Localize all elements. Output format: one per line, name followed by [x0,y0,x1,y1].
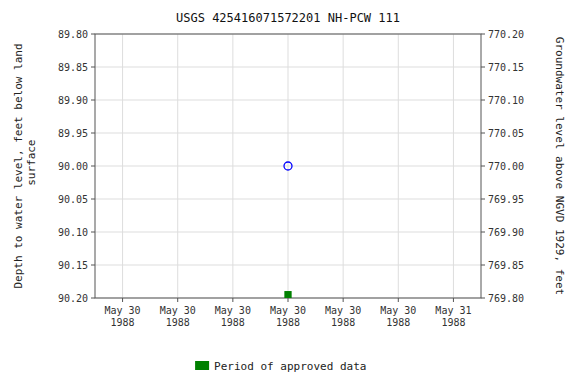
tick-label: 770.00 [488,161,524,172]
grid-line [232,34,233,298]
tick-label: 90.20 [58,293,88,304]
marks [284,162,292,298]
tick-label: 770.20 [488,29,524,40]
tick [343,298,344,302]
tick [481,265,485,266]
tick-label: 769.90 [488,227,524,238]
tick [91,265,95,266]
tick [91,133,95,134]
tick-label: 770.15 [488,62,524,73]
tick-label: 770.10 [488,95,524,106]
tick-label: May 301988 [325,305,361,328]
tick-label: 89.95 [58,128,88,139]
tick-label: May 301988 [105,305,141,328]
grid-line [398,34,399,298]
tick-label: 769.85 [488,260,524,271]
tick [481,67,485,68]
tick-label: 90.15 [58,260,88,271]
tick [91,298,95,299]
tick-label: 769.95 [488,194,524,205]
tick-label: 89.90 [58,95,88,106]
tick [481,133,485,134]
tick [481,199,485,200]
grid-line [177,34,178,298]
axis-label: Depth to water level, feet below land su… [12,43,38,288]
tick [91,34,95,35]
tick [288,298,289,302]
tick-label: May 301988 [380,305,416,328]
tick [91,232,95,233]
tick [91,199,95,200]
tick-label: 90.10 [58,227,88,238]
tick [481,100,485,101]
tick-label: 89.80 [58,29,88,40]
tick-label: May 301988 [270,305,306,328]
legend-swatch [195,361,209,370]
tick-label: 90.05 [58,194,88,205]
tick-label: May 301988 [215,305,251,328]
axis-label: Groundwater level above NGVD 1929, feet [553,37,566,295]
legend-label: Period of approved data [214,360,366,373]
tick [481,298,485,299]
tick [481,232,485,233]
tick [91,166,95,167]
tick-label: May 311988 [435,305,471,328]
grid-line [122,34,123,298]
tick-label: 89.85 [58,62,88,73]
tick-label: 769.80 [488,293,524,304]
tick [91,100,95,101]
tick-label: 770.05 [488,128,524,139]
grid-line [453,34,454,298]
title: USGS 425416071572201 NH-PCW 111 [176,11,400,25]
point [284,162,292,170]
tick [453,298,454,302]
point [285,292,291,298]
legend: Period of approved data [195,360,366,373]
grid-line [288,34,289,298]
tick-label: 90.00 [58,161,88,172]
grid-line [343,34,344,298]
plot-frame [95,34,481,298]
tick [91,67,95,68]
tick-label: May 301988 [160,305,196,328]
tick [398,298,399,302]
tick [177,298,178,302]
chart: 89.80 89.85 89.90 89.95 90.00 90.05 90.10 90.15… [0,0,576,384]
tick [481,166,485,167]
tick [232,298,233,302]
tick [481,34,485,35]
grid [95,34,481,298]
tick [122,298,123,302]
